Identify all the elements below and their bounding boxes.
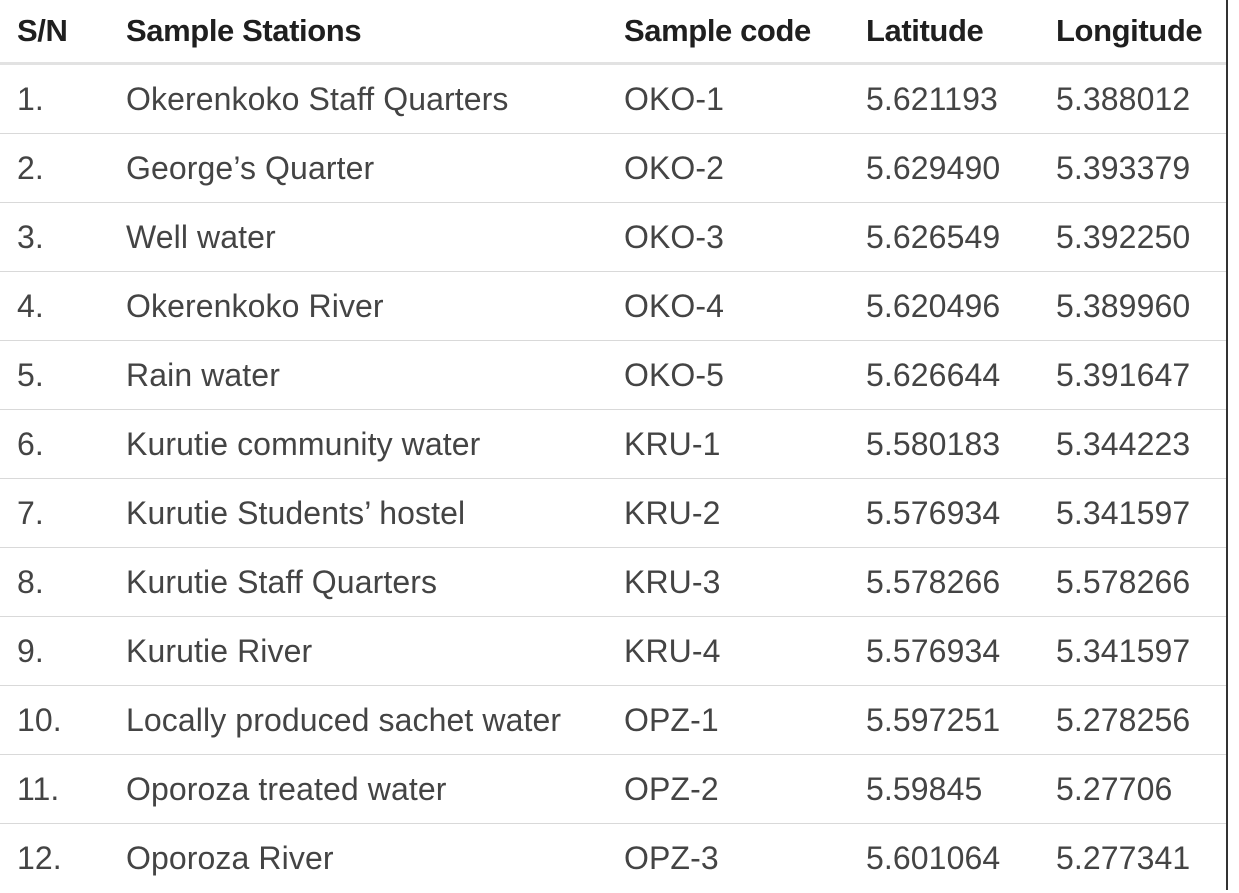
cell-sn: 6.	[17, 425, 44, 462]
cell-longitude: 5.278256	[1056, 701, 1191, 738]
cell-longitude: 5.27706	[1056, 770, 1173, 807]
cell-longitude: 5.392250	[1056, 218, 1191, 255]
table-row: 11. Oporoza treated water OPZ-2 5.59845 5.27…	[0, 755, 1226, 824]
table-row: 8. Kurutie Staff Quarters KRU-3 5.578266 5.5…	[0, 548, 1226, 617]
cell-sn: 2.	[17, 149, 44, 186]
cell-sample-code: OKO-5	[624, 356, 725, 393]
table-row: 5. Rain water OKO-5 5.626644 5.391647	[0, 341, 1226, 410]
cell-sample-code: KRU-2	[624, 494, 721, 531]
cell-longitude: 5.341597	[1056, 632, 1191, 669]
cell-sn: 9.	[17, 632, 44, 669]
table-row: 9. Kurutie River KRU-4 5.576934 5.341597	[0, 617, 1226, 686]
cell-sn: 8.	[17, 563, 44, 600]
cell-sn: 5.	[17, 356, 44, 393]
cell-sample-station: Kurutie Students’ hostel	[126, 494, 466, 531]
cell-latitude: 5.621193	[866, 80, 998, 117]
header-latitude: Latitude	[866, 13, 984, 48]
cell-sn: 4.	[17, 287, 44, 324]
cell-latitude: 5.59845	[866, 770, 983, 807]
cell-sample-station: Okerenkoko Staff Quarters	[126, 80, 509, 117]
cell-sample-code: OKO-1	[624, 80, 725, 117]
cell-longitude: 5.277341	[1056, 840, 1191, 876]
header-sample-stations: Sample Stations	[126, 13, 362, 48]
cell-latitude: 5.576934	[866, 632, 1001, 669]
cell-sn: 3.	[17, 218, 44, 255]
cell-sample-station: Locally produced sachet water	[126, 701, 562, 738]
cell-sample-station: Oporoza treated water	[126, 770, 447, 807]
cell-sample-station: Well water	[126, 218, 276, 255]
cell-latitude: 5.629490	[866, 149, 1001, 186]
cell-sn: 7.	[17, 494, 44, 531]
table-row: 7. Kurutie Students’ hostel KRU-2 5.576934 5…	[0, 479, 1226, 548]
cell-longitude: 5.341597	[1056, 494, 1191, 531]
table-row: 10. Locally produced sachet water OPZ-1 5.5…	[0, 686, 1226, 755]
cell-longitude: 5.578266	[1056, 563, 1191, 600]
header-sn: S/N	[17, 13, 68, 48]
table-row: 4. Okerenkoko River OKO-4 5.620496 5.389960	[0, 272, 1226, 341]
cell-latitude: 5.597251	[866, 701, 1001, 738]
cell-sample-station: Rain water	[126, 356, 280, 393]
cell-sample-code: OPZ-3	[624, 840, 719, 876]
cell-longitude: 5.391647	[1056, 356, 1191, 393]
cell-sample-station: Kurutie community water	[126, 425, 481, 462]
cell-latitude: 5.580183	[866, 425, 1001, 462]
cell-sample-code: KRU-3	[624, 563, 721, 600]
cell-sample-code: KRU-4	[624, 632, 721, 669]
cell-latitude: 5.626644	[866, 356, 1001, 393]
cell-longitude: 5.389960	[1056, 287, 1191, 324]
table-row: 2. George’s Quarter OKO-2 5.629490 5.393379	[0, 134, 1226, 203]
cell-latitude: 5.626549	[866, 218, 1001, 255]
table-header-row: S/N Sample Stations Sample code Latitude…	[0, 0, 1226, 65]
cell-latitude: 5.620496	[866, 287, 1001, 324]
cell-sn: 11.	[17, 770, 60, 807]
cell-sample-code: KRU-1	[624, 425, 721, 462]
table-row: 6. Kurutie community water KRU-1 5.580183 5.…	[0, 410, 1226, 479]
table-row: 1. Okerenkoko Staff Quarters OKO-1 5.621193…	[0, 65, 1226, 134]
cell-sample-station: Kurutie River	[126, 632, 313, 669]
cell-sample-station: George’s Quarter	[126, 149, 375, 186]
cell-latitude: 5.601064	[866, 840, 1001, 876]
cell-sample-code: OKO-2	[624, 149, 725, 186]
cell-sample-station: Oporoza River	[126, 840, 334, 876]
cell-sample-code: OKO-3	[624, 218, 725, 255]
cell-longitude: 5.388012	[1056, 80, 1191, 117]
cell-sn: 10.	[17, 701, 62, 738]
cell-sample-code: OPZ-1	[624, 701, 719, 738]
cell-sample-code: OKO-4	[624, 287, 725, 324]
header-sample-code: Sample code	[624, 13, 811, 48]
table-row: 3. Well water OKO-3 5.626549 5.392250	[0, 203, 1226, 272]
table-body: 1. Okerenkoko Staff Quarters OKO-1 5.621193…	[0, 65, 1226, 893]
cell-sn: 12.	[17, 840, 62, 876]
table-row: 12. Oporoza River OPZ-3 5.601064 5.277341	[0, 824, 1226, 893]
cell-latitude: 5.578266	[866, 563, 1001, 600]
cell-sample-station: Okerenkoko River	[126, 287, 384, 324]
cell-latitude: 5.576934	[866, 494, 1001, 531]
cell-longitude: 5.393379	[1056, 149, 1191, 186]
header-longitude: Longitude	[1056, 13, 1203, 48]
cell-sample-station: Kurutie Staff Quarters	[126, 563, 438, 600]
cell-sn: 1.	[17, 80, 44, 117]
cell-longitude: 5.344223	[1056, 425, 1191, 462]
cell-sample-code: OPZ-2	[624, 770, 719, 807]
